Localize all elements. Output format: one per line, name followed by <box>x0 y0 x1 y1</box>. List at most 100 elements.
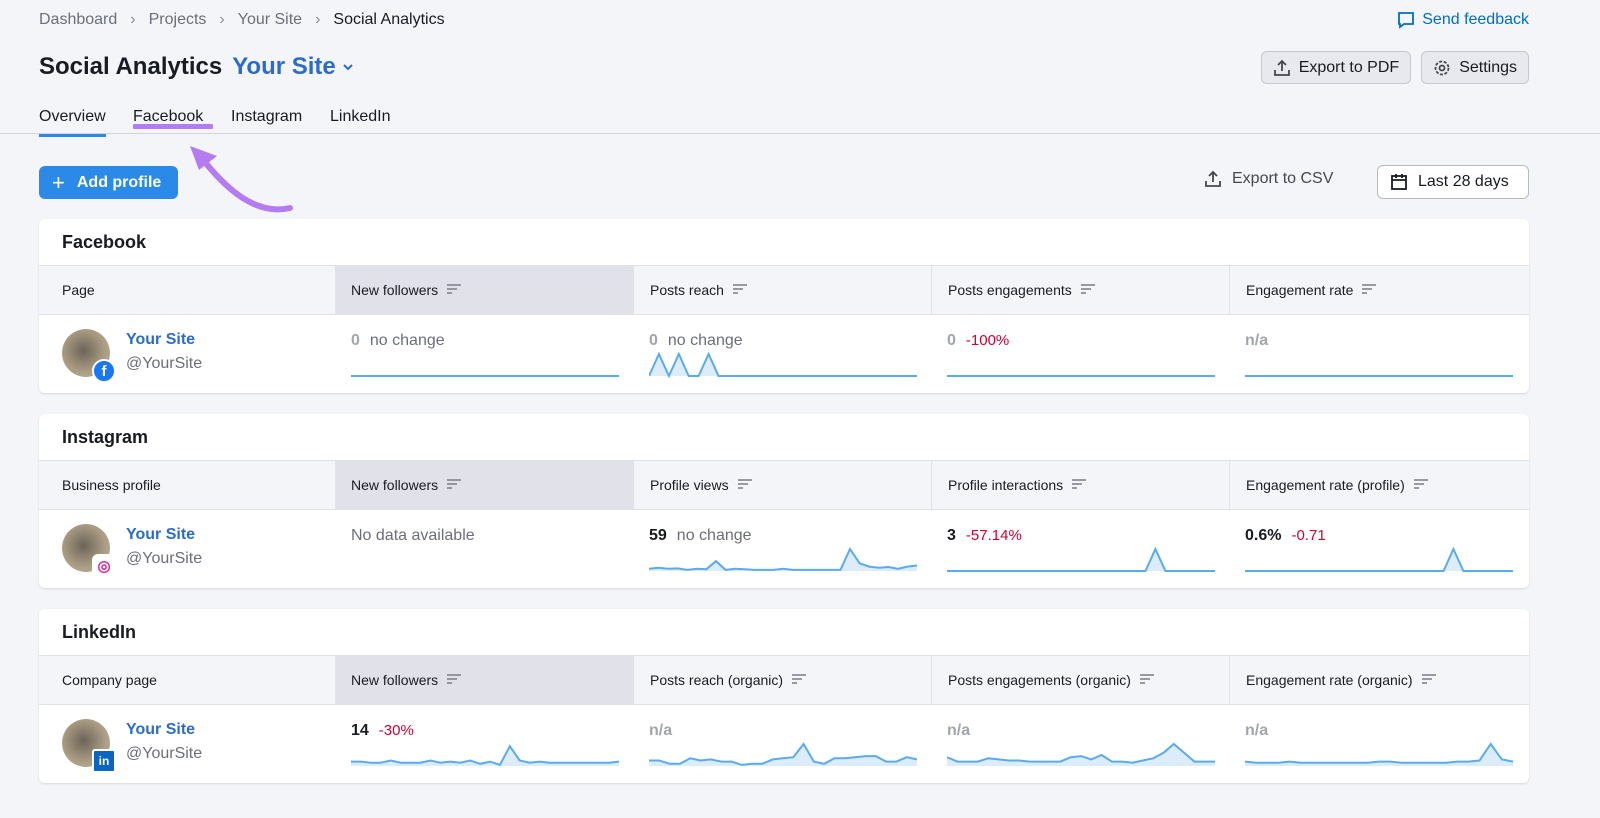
column-label: Posts engagements (organic) <box>948 672 1131 688</box>
date-range-picker[interactable]: Last 28 days <box>1377 165 1529 199</box>
sparkline <box>1245 742 1513 766</box>
column-header[interactable]: New followers <box>335 656 633 704</box>
metric-value: 3 <box>947 527 956 544</box>
facebook-icon: f <box>92 359 116 383</box>
sparkline <box>947 375 1215 377</box>
table-header: Company page New followers Posts reach (or… <box>39 655 1529 705</box>
sort-icon[interactable] <box>1072 477 1087 493</box>
breadcrumb-your-site[interactable]: Your Site <box>237 11 303 28</box>
column-label: New followers <box>351 672 439 688</box>
sort-icon[interactable] <box>792 672 807 688</box>
profile-name-link[interactable]: Your Site <box>126 331 196 348</box>
send-feedback-link[interactable]: Send feedback <box>1397 11 1529 29</box>
column-header[interactable]: Profile interactions <box>931 461 1229 509</box>
settings-button[interactable]: Settings <box>1421 51 1529 84</box>
sparkline-line <box>1245 742 1513 764</box>
sparkline-line <box>649 742 917 766</box>
column-label: New followers <box>351 477 439 493</box>
sort-icon[interactable] <box>1080 282 1095 298</box>
sparkline-line <box>947 547 1215 572</box>
export-pdf-button[interactable]: Export to PDF <box>1260 51 1412 84</box>
metric-cell: 14 -30% <box>335 705 633 783</box>
metric-value: n/a <box>1245 332 1269 349</box>
sort-icon[interactable] <box>1413 477 1428 493</box>
column-header[interactable]: Engagement rate (profile) <box>1229 461 1527 509</box>
sort-icon[interactable] <box>447 282 462 298</box>
profile-cell: in Your Site @YourSite <box>39 705 335 783</box>
metric-value: 59 <box>649 527 667 544</box>
sparkline-line <box>649 547 917 571</box>
profile-name-link[interactable]: Your Site <box>126 721 196 738</box>
metric-change: -100% <box>965 332 1010 349</box>
feedback-icon <box>1398 12 1415 29</box>
sort-icon[interactable] <box>1139 672 1154 688</box>
linkedin-icon: in <box>92 749 116 773</box>
profile-handle: @YourSite <box>126 550 203 567</box>
column-label: Engagement rate <box>1246 282 1354 298</box>
column-header[interactable]: Posts reach <box>633 266 931 314</box>
sort-icon[interactable] <box>737 477 752 493</box>
metric-change: -57.14% <box>965 527 1022 544</box>
column-header[interactable]: Profile views <box>633 461 931 509</box>
metric-cell: n/a <box>1229 315 1527 393</box>
sparkline <box>947 742 1215 766</box>
column-header[interactable]: Engagement rate <box>1229 266 1527 314</box>
column-header[interactable]: Posts engagements (organic) <box>931 656 1229 704</box>
column-label: Posts reach <box>650 282 724 298</box>
column-label: Company page <box>62 672 157 688</box>
sparkline <box>1245 547 1513 572</box>
send-feedback-label: Send feedback <box>1422 11 1529 28</box>
table-row: ◎ Your Site @YourSite No data available 5… <box>39 510 1529 588</box>
metric-value: 0 <box>947 332 956 349</box>
metric-change: no change <box>667 332 743 349</box>
breadcrumb-projects[interactable]: Projects <box>148 11 207 28</box>
profile-name-link[interactable]: Your Site <box>126 526 196 543</box>
chevron-right-icon: › <box>130 11 136 28</box>
column-header: Company page <box>39 656 335 704</box>
page-title: Social Analytics Your Site <box>39 53 354 81</box>
sparkline-line <box>1245 547 1513 572</box>
column-header[interactable]: Engagement rate (organic) <box>1229 656 1527 704</box>
export-csv-label: Export to CSV <box>1232 170 1334 187</box>
metric-change: -0.71 <box>1291 527 1326 544</box>
column-label: Posts reach (organic) <box>650 672 784 688</box>
facebook-card: Facebook Page New followers Posts reach Pos… <box>39 219 1529 393</box>
export-csv-button[interactable]: Export to CSV <box>1204 170 1333 188</box>
metric-cell: 0 no change <box>633 315 931 393</box>
sort-icon[interactable] <box>732 282 747 298</box>
column-header[interactable]: New followers <box>335 266 633 314</box>
tab-overview[interactable]: Overview <box>39 108 106 137</box>
metric-value: 0 <box>649 332 658 349</box>
column-header[interactable]: Posts reach (organic) <box>633 656 931 704</box>
tab-facebook[interactable]: Facebook <box>133 108 204 125</box>
table-header: Business profile New followers Profile vie… <box>39 460 1529 510</box>
column-header[interactable]: New followers <box>335 461 633 509</box>
chevron-right-icon: › <box>315 11 321 28</box>
site-selector[interactable]: Your Site <box>232 53 354 81</box>
sort-icon[interactable] <box>447 477 462 493</box>
sparkline <box>947 547 1215 572</box>
column-header[interactable]: Posts engagements <box>931 266 1229 314</box>
profile-cell: f Your Site @YourSite <box>39 315 335 393</box>
breadcrumb-dashboard[interactable]: Dashboard <box>39 11 118 28</box>
plus-icon: + <box>52 169 65 195</box>
column-label: Engagement rate (profile) <box>1246 477 1405 493</box>
sort-icon[interactable] <box>447 672 462 688</box>
add-profile-button[interactable]: + Add profile <box>39 166 178 199</box>
sort-icon[interactable] <box>1362 282 1377 298</box>
card-title: Instagram <box>62 427 149 447</box>
sort-icon[interactable] <box>1421 672 1436 688</box>
sparkline-line <box>351 744 619 767</box>
chevron-right-icon: › <box>219 11 225 28</box>
breadcrumb-current: Social Analytics <box>333 11 445 28</box>
tab-linkedin[interactable]: LinkedIn <box>330 108 391 125</box>
metric-cell: 0.6% -0.71 <box>1229 510 1527 588</box>
sparkline <box>351 375 619 377</box>
card-title: Facebook <box>62 232 147 252</box>
metric-value: n/a <box>1245 722 1269 739</box>
sparkline-area <box>649 744 917 766</box>
linkedin-card: LinkedIn Company page New followers Posts … <box>39 609 1529 783</box>
upload-icon <box>1205 170 1221 187</box>
column-header: Page <box>39 266 335 314</box>
tab-instagram[interactable]: Instagram <box>231 108 303 125</box>
